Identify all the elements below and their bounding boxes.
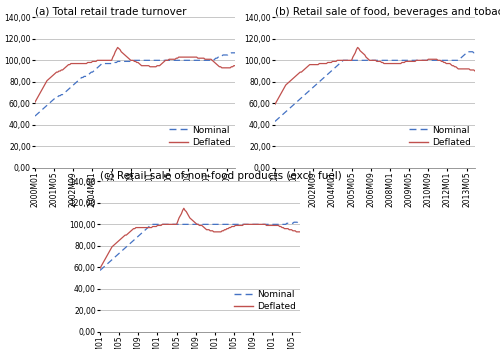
Text: (c) Retail sale of non-food products (excl. fuel): (c) Retail sale of non-food products (ex… — [100, 171, 342, 181]
Text: (a) Total retail trade turnover: (a) Total retail trade turnover — [35, 7, 186, 17]
Legend: Nominal, Deflated: Nominal, Deflated — [165, 122, 234, 151]
Text: (b) Retail sale of food, beverages and tobacco: (b) Retail sale of food, beverages and t… — [275, 7, 500, 17]
Legend: Nominal, Deflated: Nominal, Deflated — [405, 122, 474, 151]
Legend: Nominal, Deflated: Nominal, Deflated — [230, 286, 300, 315]
